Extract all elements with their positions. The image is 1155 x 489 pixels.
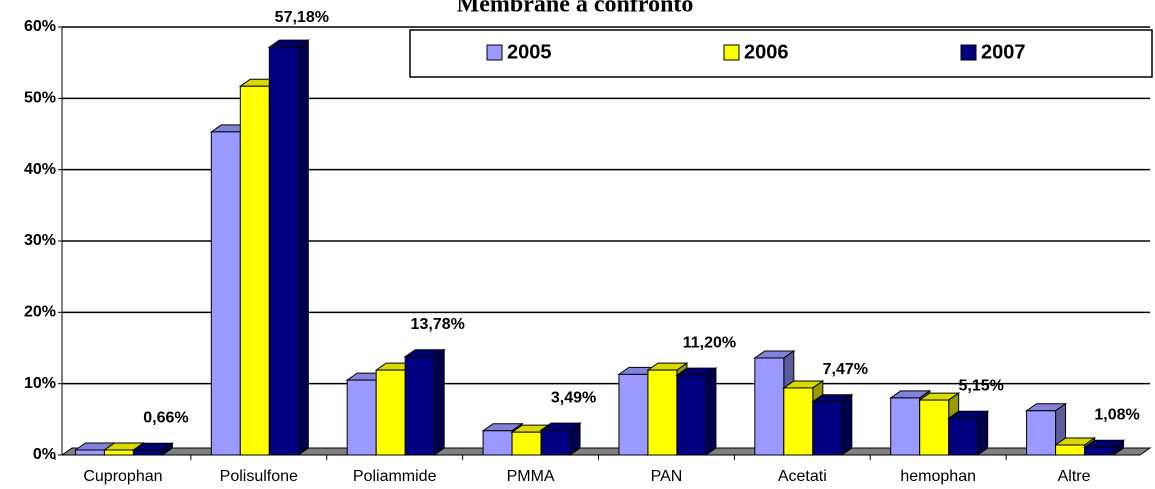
data-label: 7,47% (823, 361, 868, 378)
bar (482, 430, 513, 456)
x-tick-label: Altre (1058, 468, 1091, 485)
y-tick-label: 50% (24, 90, 56, 107)
bar (239, 85, 270, 456)
bar (268, 46, 299, 456)
bar (618, 373, 649, 456)
data-label: 13,78% (411, 316, 465, 333)
y-tick-label: 30% (24, 232, 56, 249)
legend-swatch (723, 44, 740, 61)
y-tick-label: 0% (33, 446, 56, 463)
data-label: 3,49% (551, 389, 596, 406)
legend-swatch (486, 44, 503, 61)
bar (1084, 446, 1115, 456)
x-tick-label: Poliammide (353, 468, 437, 485)
x-tick-label: hemophan (900, 468, 976, 485)
legend-box (409, 29, 1153, 78)
bar (890, 397, 921, 456)
bar (540, 429, 571, 456)
bar-side (977, 410, 989, 456)
bar (676, 374, 707, 456)
data-label: 11,20% (683, 334, 736, 351)
data-label: 0,66% (143, 410, 188, 427)
bar (919, 399, 950, 456)
data-label: 57,18% (275, 9, 329, 26)
legend-label: 2005 (507, 41, 552, 63)
x-tick-label: PAN (651, 468, 683, 485)
y-tick-label: 10% (24, 375, 56, 392)
data-label: 1,08% (1094, 407, 1139, 424)
bar (754, 357, 785, 456)
y-tick-label: 40% (24, 161, 56, 178)
x-tick-label: PMMA (507, 468, 555, 485)
legend-swatch (960, 44, 977, 61)
bar (1026, 410, 1057, 456)
bar (404, 356, 435, 456)
x-tick-label: Polisulfone (220, 468, 298, 485)
chart-title: Membrane a confronto (457, 0, 694, 18)
bar (103, 449, 134, 456)
bar (375, 369, 406, 456)
y-tick-label: 60% (24, 18, 56, 35)
bar-side (433, 348, 445, 456)
bar (132, 449, 163, 456)
bar (812, 401, 843, 456)
legend-label: 2006 (744, 41, 789, 63)
bar (210, 131, 241, 456)
bar (511, 431, 542, 456)
bar-side (705, 367, 717, 456)
x-tick-label: Acetati (778, 468, 827, 485)
bar (346, 379, 377, 456)
data-label: 5,15% (959, 377, 1004, 394)
bar (1055, 444, 1086, 456)
bar (74, 449, 105, 456)
bar (783, 387, 814, 456)
bar-side (841, 393, 853, 456)
x-tick-label: Cuprophan (83, 468, 162, 485)
legend-label: 2007 (981, 41, 1026, 63)
bar (948, 417, 979, 456)
bar (647, 369, 678, 456)
bar-side (297, 39, 309, 456)
y-tick-label: 20% (24, 304, 56, 321)
